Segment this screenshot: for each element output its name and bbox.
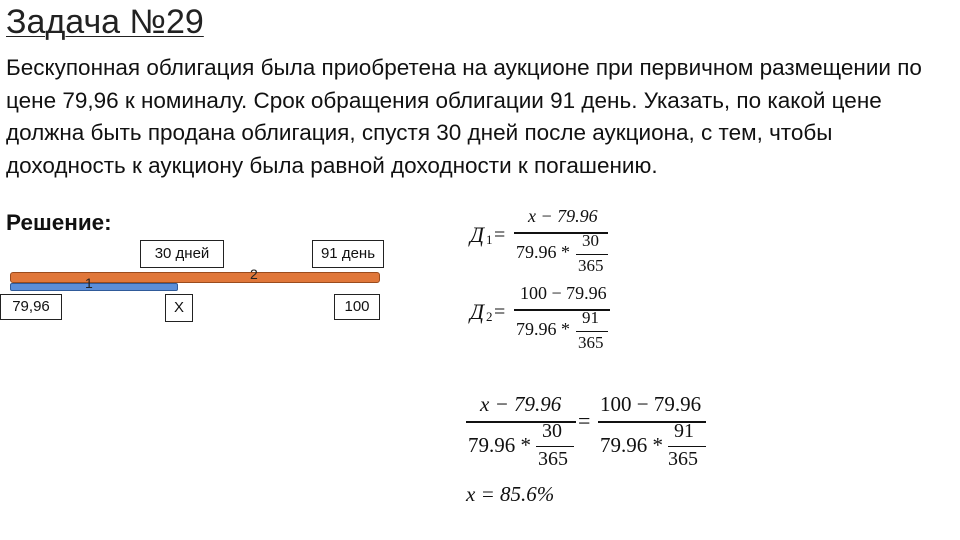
- start-price: 79,96: [12, 298, 50, 315]
- d1-fraction-line: [514, 232, 608, 234]
- d2-numerator: 100 − 79.96: [520, 283, 607, 303]
- d2-symbol: Д: [470, 299, 484, 324]
- x-price: X: [173, 299, 184, 316]
- eqn-left-fraction-line: [466, 421, 576, 423]
- d1-subscript: 1: [486, 232, 493, 247]
- days-30-label: 30 дней: [154, 245, 210, 262]
- d2-den-num: 91: [582, 308, 599, 327]
- d1-den-den: 365: [578, 256, 604, 275]
- days-91-box: 91 день: [312, 240, 384, 268]
- days-91-label: 91 день: [320, 245, 376, 262]
- d1-den-num: 30: [582, 231, 599, 250]
- d2-den-den: 365: [578, 333, 604, 352]
- problem-text: Бескупонная облигация была приобретена н…: [6, 55, 922, 178]
- d1-numerator: x − 79.96: [528, 206, 598, 226]
- solution-label: Решение:: [6, 210, 112, 235]
- d1-den-left: 79.96 *: [516, 242, 570, 262]
- segment-2-label: 2: [250, 266, 258, 282]
- result: x = 85.6%: [466, 482, 555, 506]
- eqn-right-numerator: 100 − 79.96: [600, 392, 702, 416]
- blue-bar: [10, 283, 178, 291]
- d2-equals: =: [494, 301, 506, 323]
- d1-equals: =: [494, 224, 506, 246]
- eqn-right-den-num: 91: [674, 420, 694, 442]
- eqn-right-den-den: 365: [668, 448, 698, 470]
- days-30-box: 30 дней: [140, 240, 224, 268]
- eqn-left-den-den: 365: [538, 448, 568, 470]
- end-price: 100: [344, 298, 370, 315]
- page-title: Задача №29: [6, 3, 204, 41]
- x-price-box: X: [165, 294, 193, 322]
- d2-subscript: 2: [486, 309, 493, 324]
- start-price-box: 79,96: [0, 294, 62, 320]
- d2-inner-line: [576, 331, 608, 333]
- eqn-right-inner-line: [668, 446, 706, 448]
- eqn-left-inner-line: [536, 446, 574, 448]
- d1-symbol: Д: [470, 222, 484, 247]
- orange-bar: [10, 272, 380, 283]
- eqn-equals: =: [578, 408, 591, 433]
- d2-fraction-line: [514, 309, 610, 311]
- eqn-right-den-left: 79.96 *: [600, 433, 663, 457]
- eqn-right-fraction-line: [598, 421, 706, 423]
- end-price-box: 100: [334, 294, 380, 320]
- d1-inner-line: [576, 254, 608, 256]
- eqn-left-numerator: x − 79.96: [480, 392, 562, 416]
- eqn-left-den-num: 30: [542, 420, 562, 442]
- segment-1-label: 1: [85, 275, 93, 291]
- d2-den-left: 79.96 *: [516, 319, 570, 339]
- eqn-left-den-left: 79.96 *: [468, 433, 531, 457]
